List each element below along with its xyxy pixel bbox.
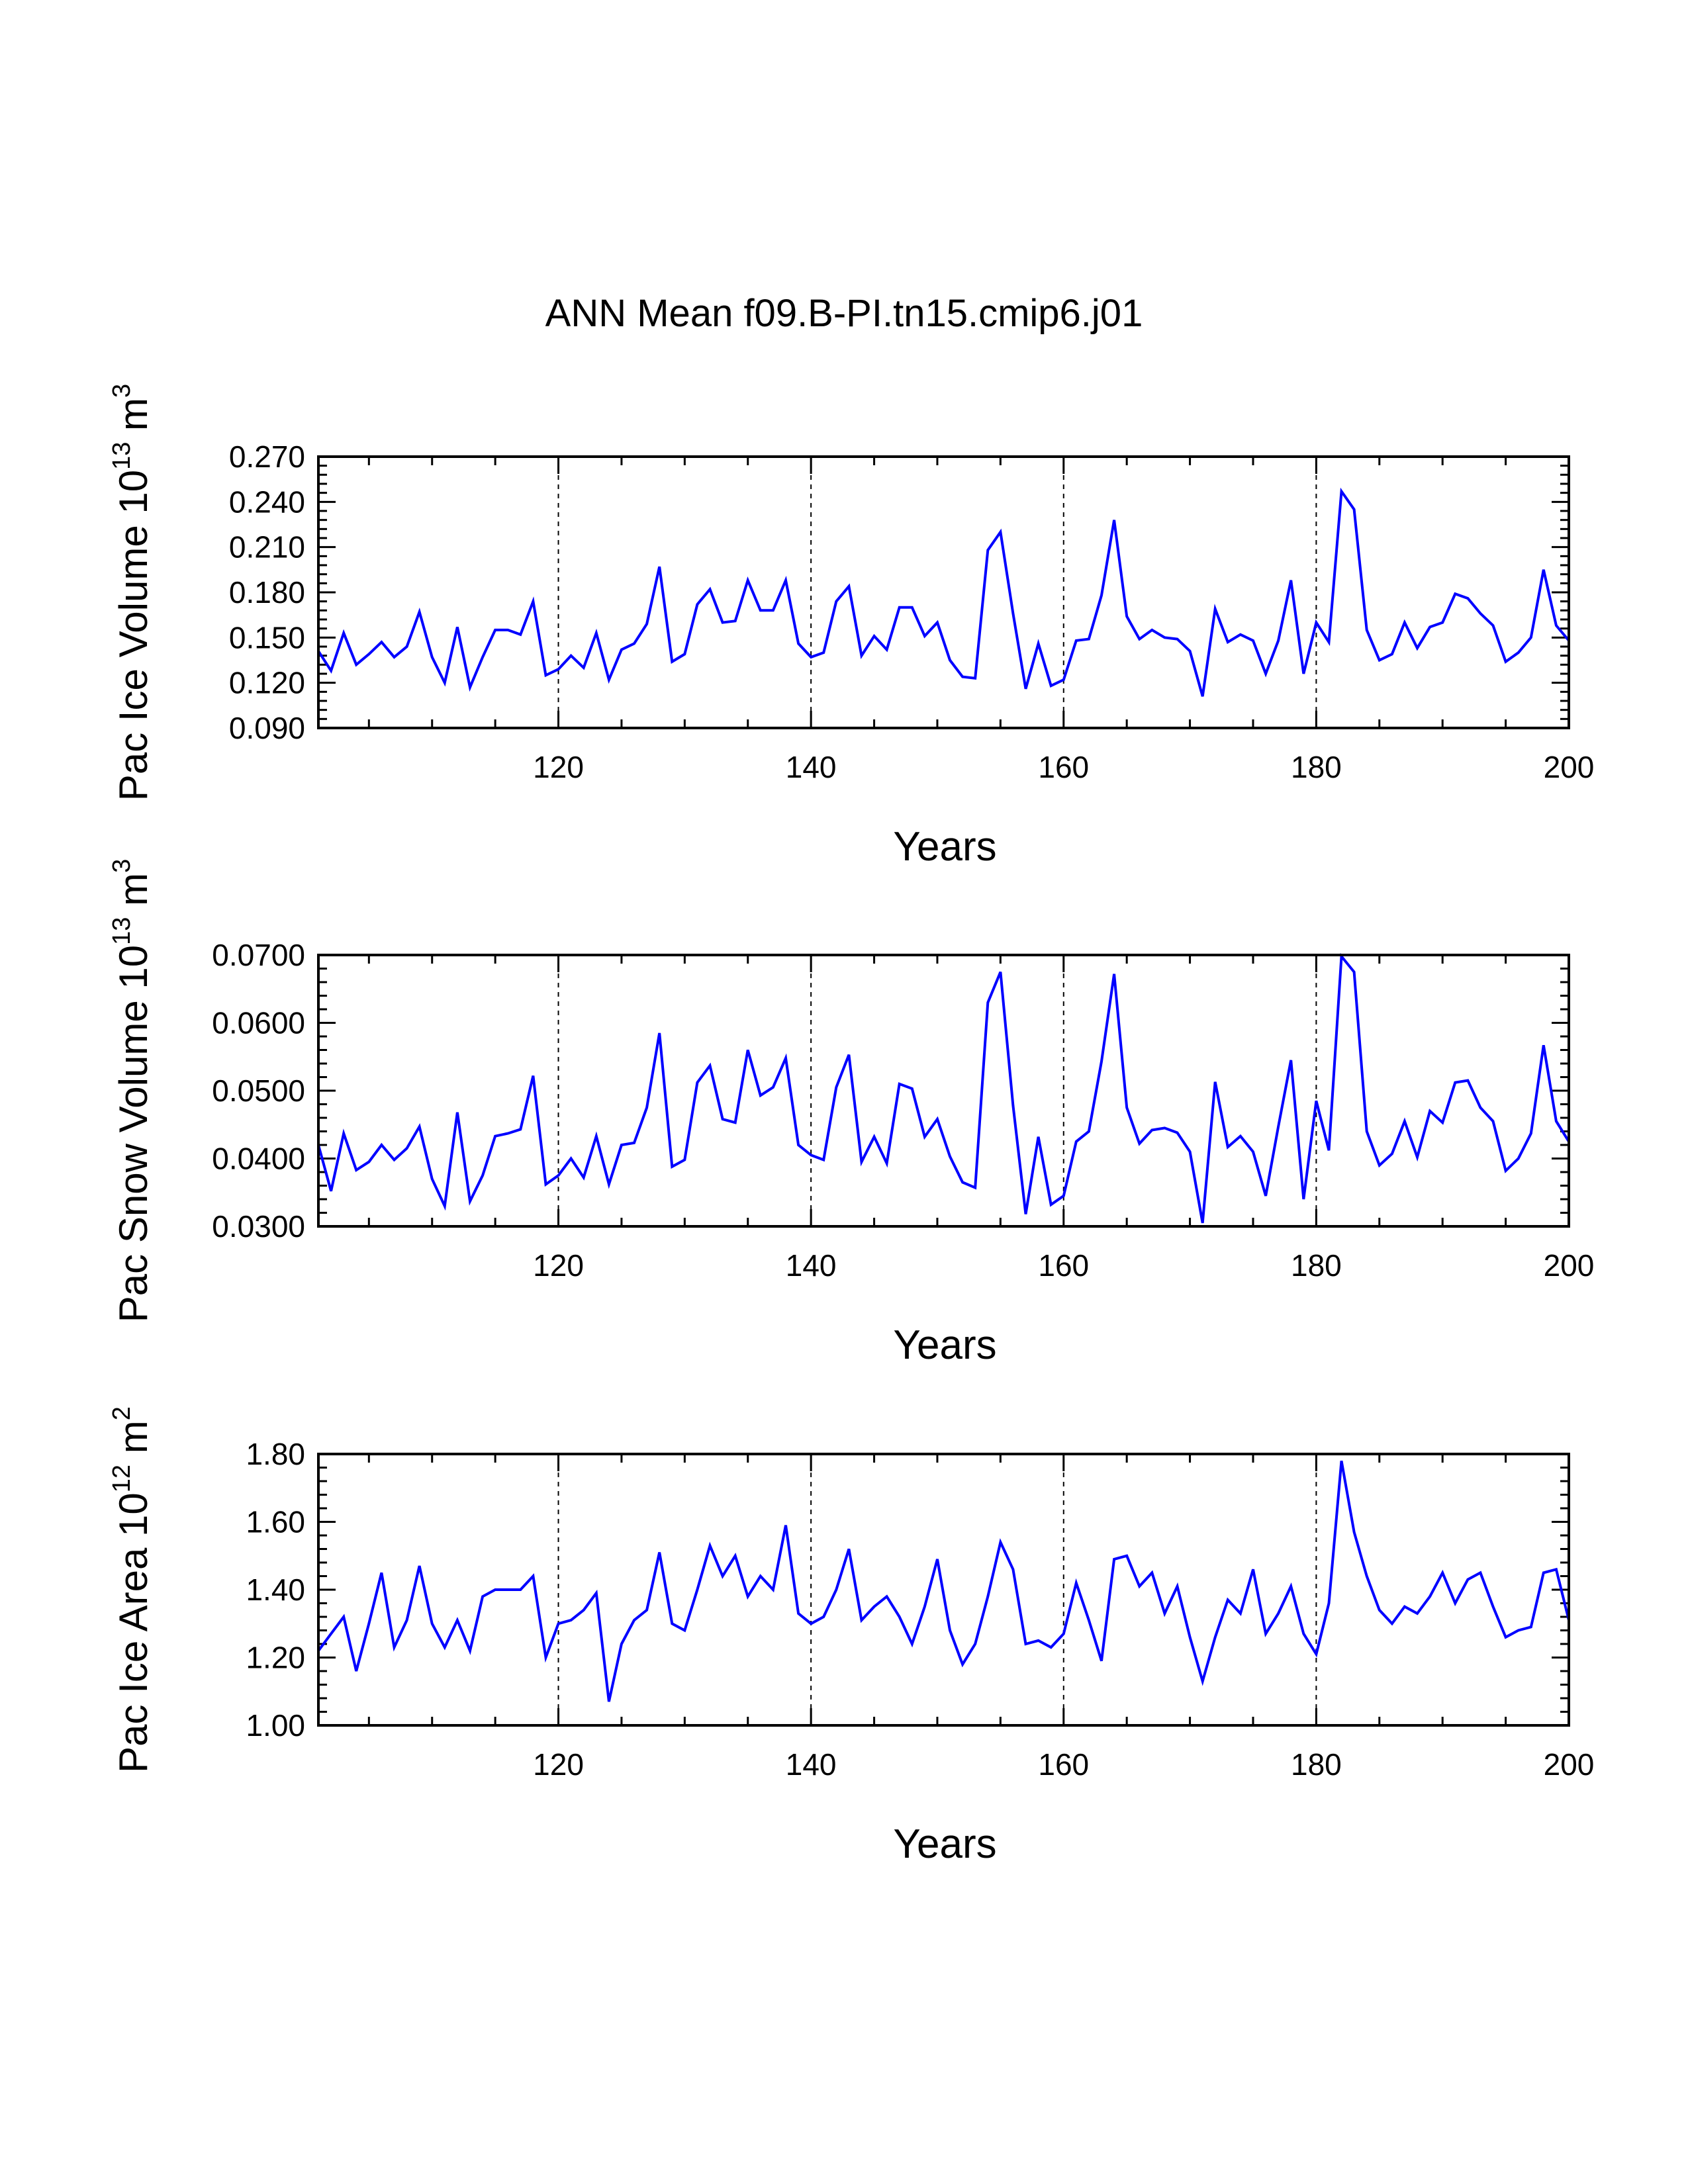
- x-tick-label: 160: [1038, 1248, 1089, 1283]
- x-tick-label: 180: [1291, 1248, 1342, 1283]
- y-tick-label: 0.150: [229, 620, 305, 655]
- panel-1: 120 140 160 180 200 0.090 0.120 0.150 0.180 0.210…: [108, 384, 1594, 870]
- plot-frame: [317, 954, 1570, 1228]
- x-tick-label: 160: [1038, 750, 1089, 784]
- x-axis-label: Years: [893, 1322, 996, 1368]
- y-tick-label: 0.120: [229, 666, 305, 700]
- y-tick-label: 0.180: [229, 575, 305, 610]
- x-tick-label: 120: [533, 750, 584, 784]
- x-tick-label: 140: [786, 1747, 837, 1782]
- plot-frame: [317, 1453, 1570, 1727]
- x-axis-label: Years: [893, 824, 996, 870]
- x-tick-label: 200: [1544, 1248, 1595, 1283]
- x-tick-label: 200: [1544, 750, 1595, 784]
- y-axis-label: Pac Snow Volume 1013 m3: [108, 859, 156, 1322]
- x-tick-label: 180: [1291, 1747, 1342, 1782]
- y-tick-label: 1.80: [246, 1437, 305, 1471]
- x-tick-label: 120: [533, 1248, 584, 1283]
- panel-3: 120 140 160 180 200 1.00 1.20 1.40 1.60 1.80 Years…: [108, 1406, 1594, 1867]
- series-line: [317, 952, 1570, 1224]
- y-tick-label: 0.210: [229, 530, 305, 565]
- panel-2: 120 140 160 180 200 0.0300 0.0400 0.0500 0.0600 0…: [108, 859, 1594, 1368]
- y-tick-label: 0.0700: [212, 938, 305, 972]
- x-tick-label: 180: [1291, 750, 1342, 784]
- y-tick-label: 0.0600: [212, 1006, 305, 1040]
- y-axis-label: Pac Ice Area 1012 m2: [108, 1406, 156, 1773]
- y-tick-label: 1.40: [246, 1572, 305, 1607]
- y-tick-label: 1.20: [246, 1641, 305, 1675]
- x-axis-label: Years: [893, 1821, 996, 1867]
- y-tick-label: 0.0400: [212, 1142, 305, 1176]
- x-tick-label: 200: [1544, 1747, 1595, 1782]
- x-tick-label: 120: [533, 1747, 584, 1782]
- y-tick-label: 1.60: [246, 1505, 305, 1539]
- x-tick-label: 160: [1038, 1747, 1089, 1782]
- y-tick-label: 0.090: [229, 711, 305, 745]
- y-tick-label: 0.270: [229, 439, 305, 474]
- series-line: [317, 1460, 1570, 1702]
- y-axis-label: Pac Ice Volume 1013 m3: [108, 384, 156, 801]
- y-tick-label: 0.240: [229, 484, 305, 519]
- y-tick-label: 0.0500: [212, 1073, 305, 1108]
- plot-frame: [317, 455, 1570, 729]
- chart-title: ANN Mean f09.B-PI.tn15.cmip6.j01: [545, 292, 1143, 335]
- series-line: [317, 487, 1570, 697]
- y-tick-label: 0.0300: [212, 1209, 305, 1244]
- x-tick-label: 140: [786, 1248, 837, 1283]
- y-tick-label: 1.00: [246, 1708, 305, 1743]
- x-tick-label: 140: [786, 750, 837, 784]
